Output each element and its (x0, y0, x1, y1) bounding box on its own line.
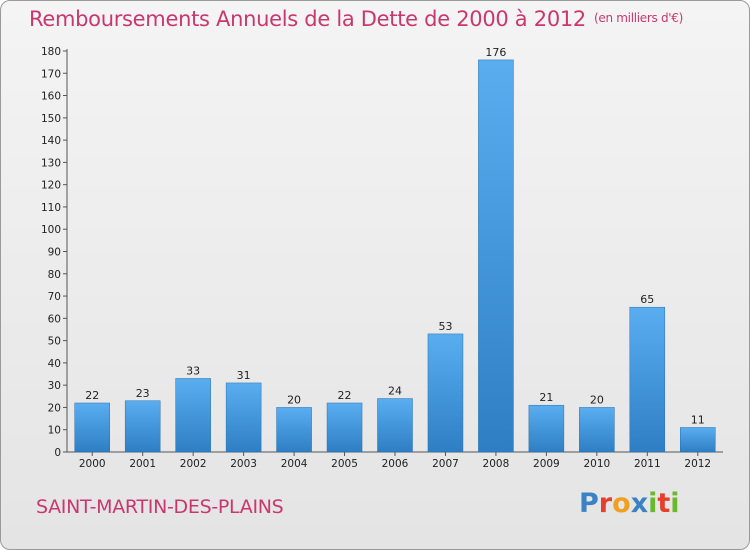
proxiti-logo: Proxiti (579, 488, 680, 519)
value-label-2008: 176 (485, 46, 506, 59)
x-tick-label-2003: 2003 (230, 458, 257, 470)
chart-title-text: Remboursements Annuels de la Dette de 20… (29, 7, 586, 31)
y-tick-label: 90 (48, 247, 61, 259)
value-label-2003: 31 (237, 369, 251, 382)
bar-2009 (528, 404, 565, 453)
y-tick-label: 110 (41, 202, 61, 214)
bar-2005 (326, 402, 363, 453)
logo-letter: x (630, 488, 649, 519)
value-label-2007: 53 (438, 320, 452, 333)
value-label-2004: 20 (287, 393, 301, 406)
y-tick-label: 120 (41, 180, 61, 192)
logo-letter: r (598, 488, 613, 519)
value-label-2005: 22 (338, 389, 352, 402)
value-label-2009: 21 (539, 391, 553, 404)
bar-2010 (579, 407, 615, 453)
x-tick-label-2002: 2002 (180, 458, 207, 470)
x-tick-label-2006: 2006 (382, 458, 409, 470)
bar-2004 (276, 407, 312, 453)
bar-2011 (629, 306, 666, 453)
x-tick-label-2010: 2010 (583, 458, 610, 470)
y-tick-label: 20 (48, 402, 61, 414)
value-label-2001: 23 (136, 387, 150, 400)
y-tick-label: 170 (41, 68, 61, 80)
value-label-2006: 24 (388, 385, 402, 398)
bar-2008 (478, 59, 514, 453)
logo-letter: o (612, 488, 631, 519)
y-tick-label: 140 (41, 135, 61, 147)
bar-2000 (74, 402, 110, 453)
y-tick-label: 180 (41, 46, 61, 58)
bar-2002 (175, 378, 211, 453)
y-tick-label: 150 (41, 113, 61, 125)
x-tick-label-2009: 2009 (533, 458, 560, 470)
value-label-2002: 33 (186, 364, 200, 377)
logo-letter: P (579, 488, 599, 519)
y-tick-label: 50 (48, 336, 61, 348)
x-tick-label-2008: 2008 (483, 458, 510, 470)
y-tick-label: 130 (41, 157, 61, 169)
x-tick-label-2007: 2007 (432, 458, 459, 470)
value-label-2010: 20 (590, 393, 604, 406)
y-tick-label: 30 (48, 380, 61, 392)
y-tick-label: 80 (48, 269, 61, 281)
logo-letter: i (670, 488, 680, 519)
chart-subtitle: (en milliers d'€) (594, 11, 684, 25)
y-tick-label: 0 (54, 447, 61, 459)
chart-title: Remboursements Annuels de la Dette de 20… (29, 7, 683, 31)
value-label-2000: 22 (85, 389, 99, 402)
x-tick-label-2005: 2005 (331, 458, 358, 470)
value-label-2012: 11 (691, 413, 705, 426)
x-tick-label-2000: 2000 (79, 458, 106, 470)
bar-2003 (225, 382, 262, 453)
bar-2007 (427, 333, 464, 453)
x-tick-label-2011: 2011 (634, 458, 661, 470)
y-tick-label: 100 (41, 224, 61, 236)
y-tick-label: 70 (48, 291, 61, 303)
value-label-2011: 65 (640, 293, 654, 306)
y-tick-label: 40 (48, 358, 61, 370)
bar-2001 (124, 400, 161, 453)
logo-letter: i (648, 488, 658, 519)
y-tick-label: 60 (48, 313, 61, 325)
y-tick-label: 10 (48, 425, 61, 437)
y-tick-label: 160 (41, 91, 61, 103)
x-tick-label-2001: 2001 (129, 458, 156, 470)
bar-2006 (377, 398, 413, 453)
bar-2012 (680, 427, 716, 453)
x-tick-label-2004: 2004 (281, 458, 308, 470)
town-name: SAINT-MARTIN-DES-PLAINS (36, 496, 284, 518)
x-tick-label-2012: 2012 (684, 458, 711, 470)
logo-letter: t (657, 488, 671, 519)
